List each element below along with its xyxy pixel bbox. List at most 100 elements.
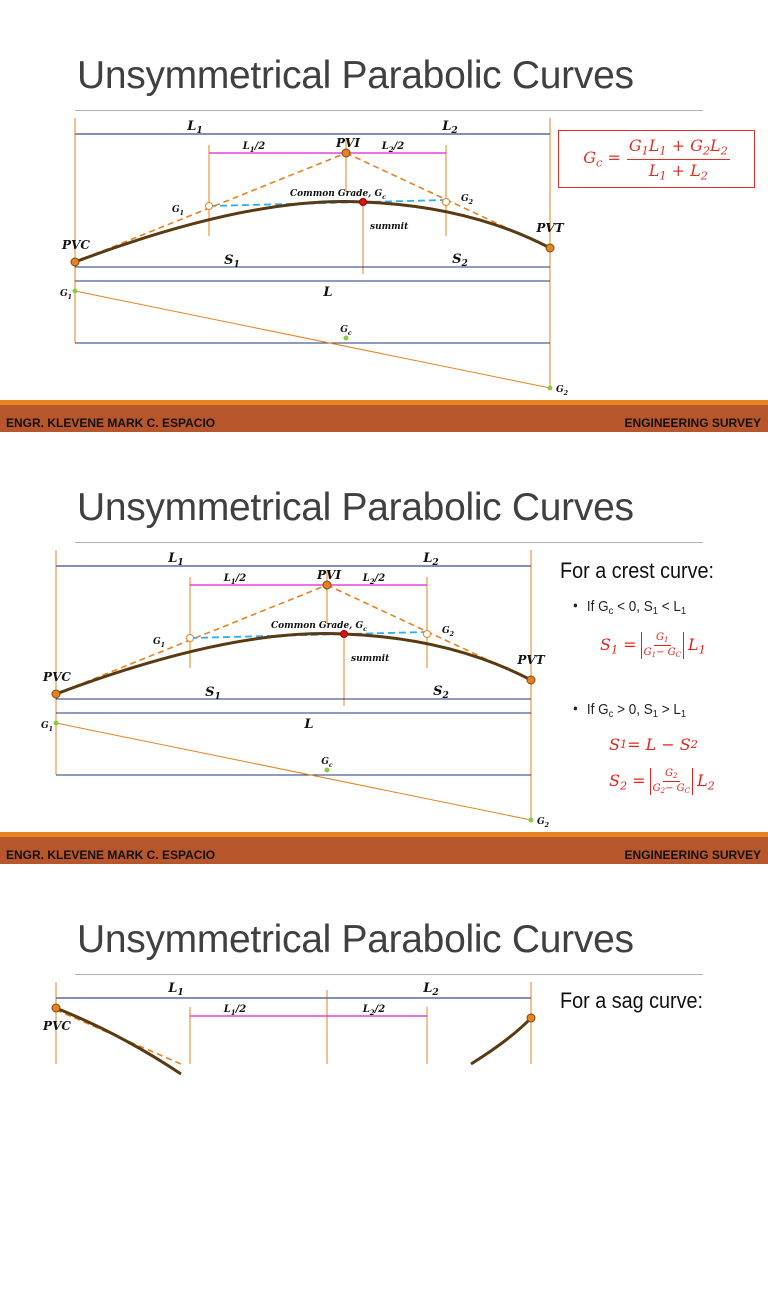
label-summit: summit bbox=[370, 222, 409, 232]
formula-lhs: Gc = bbox=[583, 148, 621, 170]
vertical-curve bbox=[55, 632, 532, 696]
label-l2-half: L2/2 bbox=[362, 573, 386, 586]
label-common-grade: Common Grade, Gc bbox=[271, 621, 367, 633]
label-l1-half: L1/2 bbox=[223, 573, 247, 586]
label-pvc: PVC bbox=[42, 1019, 71, 1033]
formula-numerator: G1L1 + G2L2 bbox=[626, 136, 730, 160]
label-s1: S1 bbox=[205, 685, 221, 702]
title-divider bbox=[75, 974, 703, 975]
eq-rhs: L1 bbox=[687, 634, 706, 657]
g2-grade-point bbox=[547, 385, 553, 391]
g1-tangent bbox=[74, 152, 347, 263]
label-pvc: PVC bbox=[42, 670, 71, 684]
grade-diagram-line bbox=[74, 290, 551, 389]
crest-heading: For a crest curve: bbox=[560, 558, 715, 583]
label-grade-g2: G2 bbox=[537, 817, 550, 829]
eq-rhs: L2 bbox=[696, 770, 715, 793]
label-l: L bbox=[322, 285, 332, 300]
label-summit: summit bbox=[351, 654, 390, 664]
crest-eq-s1: S1 = G1 G1− GC L1 bbox=[600, 632, 706, 660]
label-l2-half: L2/2 bbox=[362, 1004, 386, 1017]
summit-point bbox=[340, 630, 348, 638]
gc-grade-point bbox=[324, 767, 330, 773]
slide-3: Unsymmetrical Parabolic Curves L1 L2 L1/2 L… bbox=[0, 864, 768, 1296]
label-s2: S2 bbox=[433, 684, 449, 701]
label-l1: L1 bbox=[167, 981, 183, 998]
slide-2: Unsymmetrical Parabolic Curves L1 L2 L1/2 L… bbox=[0, 432, 768, 864]
label-grade-gc: Gc bbox=[340, 325, 352, 337]
label-grade-g1: G1 bbox=[60, 289, 72, 301]
label-l: L bbox=[303, 717, 313, 732]
label-pvi: PVI bbox=[335, 136, 360, 150]
eq-num: G1 bbox=[654, 632, 671, 647]
common-grade-formula: Gc = G1L1 + G2L2 L1 + L2 bbox=[558, 130, 755, 188]
sag-curve-diagram: L1 L2 L1/2 L2/2 PVC bbox=[42, 981, 536, 1076]
gc-grade-point bbox=[343, 335, 349, 341]
label-l2: L2 bbox=[441, 119, 457, 136]
label-g2: G2 bbox=[442, 626, 455, 638]
footer-course: ENGINEERING SURVEY bbox=[624, 416, 761, 430]
slide-title: Unsymmetrical Parabolic Curves bbox=[77, 486, 634, 529]
label-pvc: PVC bbox=[61, 238, 90, 252]
summit-point bbox=[359, 198, 367, 206]
pvc-point bbox=[51, 689, 61, 699]
label-l1-half: L1/2 bbox=[242, 141, 266, 154]
g2-midpoint bbox=[442, 198, 450, 206]
g1-grade-point bbox=[53, 720, 59, 726]
footer-author: ENGR. KLEVENE MARK C. ESPACIO bbox=[6, 416, 216, 430]
label-g1: G1 bbox=[153, 637, 165, 649]
label-common-grade: Common Grade, Gc bbox=[290, 189, 386, 201]
eq-num: G2 bbox=[663, 768, 680, 783]
vertical-curve bbox=[74, 200, 551, 264]
g2-midpoint bbox=[423, 630, 431, 638]
pvi-point bbox=[322, 580, 332, 590]
label-g1: G1 bbox=[172, 205, 184, 217]
g1-midpoint bbox=[205, 202, 213, 210]
label-pvi: PVI bbox=[316, 568, 341, 582]
footer: ENGR. KLEVENE MARK C. ESPACIO ENGINEERING… bbox=[0, 837, 768, 864]
footer-accent bbox=[0, 400, 768, 405]
crest-case-2: If Gc > 0, S1 > L1 bbox=[573, 701, 686, 720]
crest-case-1: If Gc < 0, S1 < L1 bbox=[573, 598, 686, 617]
footer-course: ENGINEERING SURVEY bbox=[624, 848, 761, 862]
label-l2-half: L2/2 bbox=[381, 141, 405, 154]
eq-lhs: S1 = bbox=[600, 634, 637, 657]
g1-tangent bbox=[55, 584, 328, 695]
slide-title: Unsymmetrical Parabolic Curves bbox=[77, 54, 634, 97]
title-divider bbox=[75, 110, 703, 111]
pvc-point bbox=[51, 1003, 61, 1013]
eq-den: G2− GC bbox=[652, 783, 690, 796]
pvt-point bbox=[526, 675, 536, 685]
eq-den: G1− GC bbox=[643, 647, 681, 660]
vertical-curve bbox=[470, 1016, 533, 1066]
label-pvt: PVT bbox=[516, 653, 545, 667]
crest-curve-diagram: L1 L2 L1/2 L2/2 PVI Common Grade, Gc G1 G2 summi… bbox=[60, 118, 569, 397]
grade-diagram-line bbox=[55, 722, 532, 821]
label-l1: L1 bbox=[167, 551, 183, 568]
label-l1-half: L1/2 bbox=[223, 1004, 247, 1017]
footer-author: ENGR. KLEVENE MARK C. ESPACIO bbox=[6, 848, 216, 862]
label-s1: S1 bbox=[224, 253, 240, 270]
pvc-point bbox=[70, 257, 80, 267]
slide-1: Unsymmetrical Parabolic Curves L1 L2 L1/2 L… bbox=[0, 0, 768, 432]
g2-grade-point bbox=[528, 817, 534, 823]
label-l1: L1 bbox=[186, 119, 202, 136]
g1-midpoint bbox=[186, 634, 194, 642]
label-l2: L2 bbox=[422, 981, 438, 998]
common-grade-line bbox=[189, 631, 428, 639]
pvi-point bbox=[341, 148, 351, 158]
slide-title: Unsymmetrical Parabolic Curves bbox=[77, 918, 634, 961]
label-s2: S2 bbox=[452, 252, 468, 269]
label-pvt: PVT bbox=[535, 221, 564, 235]
formula-denominator: L1 + L2 bbox=[648, 160, 708, 182]
eq-lhs: S2 = bbox=[609, 770, 646, 793]
footer: ENGR. KLEVENE MARK C. ESPACIO ENGINEERING… bbox=[0, 405, 768, 432]
label-grade-g1: G1 bbox=[41, 721, 53, 733]
g1-grade-point bbox=[72, 288, 78, 294]
pvt-point bbox=[545, 243, 555, 253]
common-grade-line bbox=[208, 199, 447, 207]
title-divider bbox=[75, 542, 703, 543]
label-g2: G2 bbox=[461, 194, 474, 206]
pvt-point bbox=[526, 1013, 536, 1023]
